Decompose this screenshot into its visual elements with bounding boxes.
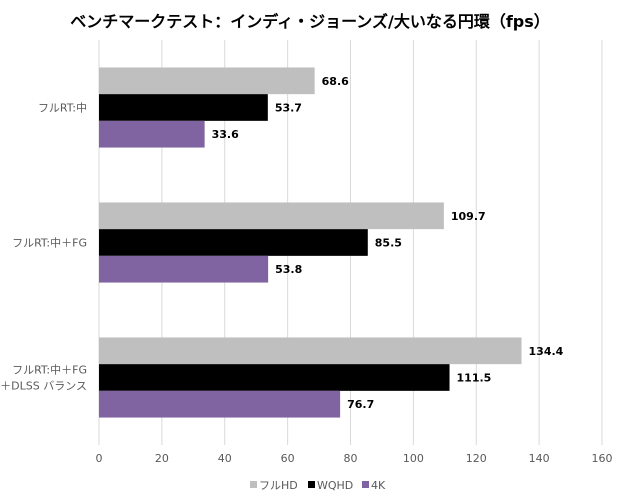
data-label: 109.7 (451, 210, 486, 223)
legend-swatch (308, 481, 315, 488)
x-tick-label: 80 (344, 452, 358, 465)
bar-フルHD-0 (99, 67, 315, 95)
data-label: 68.6 (322, 75, 349, 88)
data-label: 53.7 (275, 102, 302, 115)
x-tick-label: 120 (466, 452, 487, 465)
chart-title: ベンチマークテスト：インディ・ジョーンズ/大いなる円環（fps） (70, 12, 550, 31)
x-tick-label: 100 (403, 452, 424, 465)
bar-4K-2 (99, 390, 341, 418)
data-label: 33.6 (212, 128, 239, 141)
data-label: 76.7 (347, 398, 374, 411)
x-tick-label: 40 (218, 452, 232, 465)
x-tick-label: 160 (592, 452, 613, 465)
legend-label: フルHD (259, 479, 298, 492)
bar-WQHD-1 (99, 229, 368, 256)
x-tick-label: 140 (529, 452, 550, 465)
bar-WQHD-0 (99, 94, 268, 121)
data-label: 53.8 (275, 263, 302, 276)
category-label: ＋DLSS バランス (0, 380, 87, 393)
bar-4K-0 (99, 120, 205, 148)
category-label: フルRT:中＋FG (12, 237, 87, 250)
x-tick-label: 60 (281, 452, 295, 465)
x-tick-label: 20 (155, 452, 169, 465)
x-tick-label: 0 (96, 452, 103, 465)
data-label: 85.5 (375, 237, 402, 250)
bar-フルHD-2 (99, 337, 522, 365)
bar-WQHD-2 (99, 364, 450, 391)
legend-label: WQHD (317, 479, 353, 492)
bar-フルHD-1 (99, 202, 444, 230)
legend-swatch (250, 481, 257, 488)
category-label: フルRT:中 (38, 102, 87, 115)
legend-label: 4K (371, 479, 386, 492)
category-label: フルRT:中＋FG (12, 364, 87, 377)
legend-swatch (362, 481, 369, 488)
data-label: 111.5 (457, 372, 492, 385)
data-label: 134.4 (529, 345, 564, 358)
bar-4K-1 (99, 255, 269, 283)
